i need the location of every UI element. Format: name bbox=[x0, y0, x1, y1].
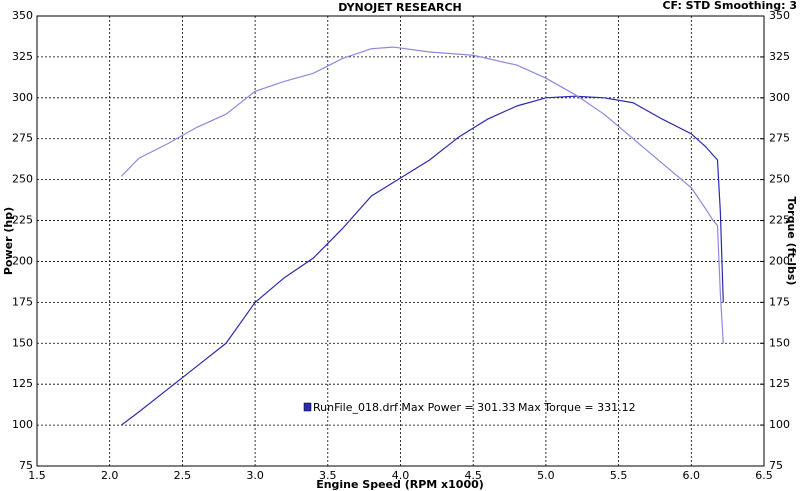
x-tick-label: 6.5 bbox=[755, 469, 773, 482]
y2-tick-label: 350 bbox=[769, 9, 790, 22]
y-tick-label: 125 bbox=[12, 377, 33, 390]
y2-tick-label: 200 bbox=[769, 254, 790, 267]
y-tick-label: 75 bbox=[19, 459, 33, 472]
y-tick-label: 200 bbox=[12, 254, 33, 267]
y2-tick-label: 325 bbox=[769, 50, 790, 63]
y-tick-label: 175 bbox=[12, 295, 33, 308]
x-tick-label: 1.5 bbox=[28, 469, 46, 482]
y-tick-label: 250 bbox=[12, 173, 33, 186]
legend-text: RunFile_018.drf Max Power = 301.33 bbox=[313, 401, 516, 414]
y2-tick-label: 275 bbox=[769, 132, 790, 145]
y-tick-label: 150 bbox=[12, 336, 33, 349]
x-tick-label: 3.5 bbox=[319, 469, 337, 482]
series-line bbox=[120, 95, 724, 426]
x-tick-label: 4.5 bbox=[464, 469, 482, 482]
y2-tick-label: 225 bbox=[769, 214, 790, 227]
y-tick-label: 350 bbox=[12, 9, 33, 22]
y2-tick-label: 75 bbox=[769, 459, 783, 472]
x-tick-label: 2.5 bbox=[174, 469, 192, 482]
y2-tick-label: 100 bbox=[769, 418, 790, 431]
x-axis-label: Engine Speed (RPM x1000) bbox=[316, 478, 484, 491]
legend-swatch bbox=[303, 402, 312, 412]
x-tick-label: 5.0 bbox=[537, 469, 555, 482]
x-tick-label: 3.0 bbox=[246, 469, 264, 482]
x-tick-label: 5.5 bbox=[610, 469, 628, 482]
y2-axis-label: Torque (ft-lbs) bbox=[785, 197, 798, 286]
x-tick-label: 6.0 bbox=[683, 469, 701, 482]
plot-frame bbox=[36, 15, 765, 467]
x-tick-label: 4.0 bbox=[392, 469, 410, 482]
y-tick-label: 225 bbox=[12, 214, 33, 227]
legend-text: Max Torque = 331.12 bbox=[518, 401, 636, 414]
y-tick-label: 300 bbox=[12, 91, 33, 104]
y2-tick-label: 125 bbox=[769, 377, 790, 390]
y-axis-label: Power (hp) bbox=[2, 207, 15, 275]
y2-tick-label: 175 bbox=[769, 295, 790, 308]
y-tick-label: 325 bbox=[12, 50, 33, 63]
y2-tick-label: 300 bbox=[769, 91, 790, 104]
info: CF: STD Smoothing: 3 bbox=[662, 0, 797, 12]
y-tick-label: 100 bbox=[12, 418, 33, 431]
y-tick-label: 275 bbox=[12, 132, 33, 145]
chart-title: DYNOJET RESEARCH bbox=[338, 1, 461, 14]
y2-tick-label: 250 bbox=[769, 173, 790, 186]
y2-tick-label: 150 bbox=[769, 336, 790, 349]
x-tick-label: 2.0 bbox=[101, 469, 119, 482]
series-line bbox=[120, 46, 724, 344]
